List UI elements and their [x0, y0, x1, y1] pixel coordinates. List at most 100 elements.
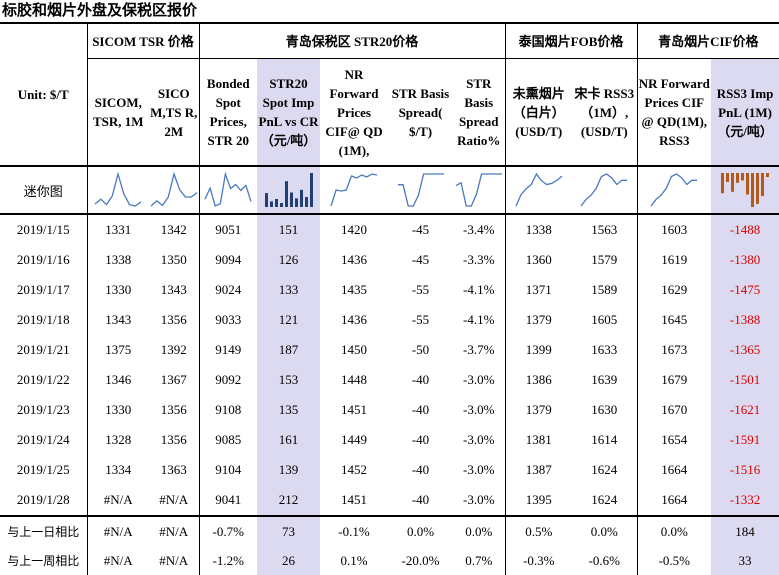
- table-row: 2019/1/28 #N/A #N/A 9041 212 1451 -40 -3.0% 1395…: [0, 485, 779, 516]
- table-row: 2019/1/17 1330 1343 9024 133 1435 -55 -4.1% 1371…: [0, 275, 779, 305]
- table-cell: 1343: [160, 282, 187, 297]
- table-cell: 1633: [591, 342, 618, 357]
- table-cell: -4.1%: [463, 312, 495, 327]
- sparkline-bar: [294, 198, 298, 207]
- group-header-thai-fob: 泰国烟片FOB价格: [504, 22, 638, 59]
- table-cell: 1356: [160, 432, 187, 447]
- table-cell: -4.1%: [463, 282, 495, 297]
- sparkline: [572, 165, 638, 214]
- table-cell: 153: [257, 365, 320, 395]
- table-cell: 0.0%: [453, 515, 506, 546]
- table-cell: -1388: [711, 305, 779, 335]
- table-cell: 1387: [504, 455, 573, 485]
- table-cell: 0.0%: [572, 515, 638, 546]
- date-cell: 2019/1/18: [16, 312, 70, 327]
- table-cell: 1328: [86, 425, 149, 455]
- table-cell: 1392: [160, 342, 187, 357]
- table-cell: 1436: [341, 312, 367, 327]
- group-header-sicom: SICOM TSR 价格: [86, 22, 199, 59]
- table-cell: #N/A: [149, 515, 199, 546]
- table-cell: 1624: [591, 462, 618, 477]
- sparkline: [320, 165, 388, 214]
- table-cell: -20.0%: [401, 552, 440, 568]
- table-cell: 1670: [636, 395, 712, 425]
- table-cell: 1363: [160, 462, 187, 477]
- table-cell: 1589: [591, 282, 618, 297]
- comparison-label: 与上一日相比: [0, 515, 87, 546]
- sparkline-bar: [756, 173, 760, 204]
- table-cell: 0.0%: [388, 515, 453, 546]
- table-cell: 1356: [160, 402, 187, 417]
- table-cell: -0.1%: [320, 515, 388, 546]
- table-cell: 1579: [591, 252, 618, 267]
- table-cell: -1475: [711, 275, 779, 305]
- table-cell: 1331: [86, 213, 149, 245]
- sparkline-bar: [274, 199, 278, 207]
- date-cell: 2019/1/25: [16, 462, 70, 477]
- sparkline-line: [330, 173, 378, 207]
- table-cell: 1420: [320, 213, 388, 245]
- table-cell: 1679: [636, 365, 712, 395]
- sparkline-bar: [304, 197, 308, 207]
- table-cell: 9033: [198, 305, 257, 335]
- sparkline: [257, 165, 320, 214]
- sparkline-bar: [309, 173, 313, 207]
- sparkline-line: [204, 171, 252, 207]
- table-cell: -1365: [711, 335, 779, 365]
- table-cell: 1435: [341, 282, 367, 297]
- table-cell: -1488: [711, 213, 779, 245]
- sparkline-bar: [731, 173, 735, 192]
- table-cell: 133: [257, 275, 320, 305]
- table-cell: 1654: [636, 425, 712, 455]
- table-row: 2019/1/25 1334 1363 9104 139 1452 -40 -3.0% 1387…: [0, 455, 779, 485]
- table-row: 2019/1/21 1375 1392 9149 187 1450 -50 -3.7% 1399…: [0, 335, 779, 365]
- table-cell: -1501: [711, 365, 779, 395]
- sparkline-bar: [299, 189, 303, 207]
- sparkline-line: [580, 173, 628, 207]
- table-cell: 1343: [86, 305, 149, 335]
- table-cell: 1603: [636, 213, 712, 245]
- table-cell: -40: [411, 492, 430, 507]
- table-cell: -3.4%: [453, 213, 506, 245]
- table-cell: -40: [411, 462, 430, 477]
- col-header: STR20 Spot Imp PnL vs CR（元/吨）: [257, 58, 320, 166]
- table-cell: -1591: [711, 425, 779, 455]
- table-cell: 1330: [86, 275, 149, 305]
- comparison-row: 与上一日相比 #N/A #N/A -0.7% 73 -0.1% 0.0% 0.0% 0.5% 0.…: [0, 515, 779, 546]
- table-cell: -1.2%: [198, 546, 257, 575]
- date-cell: 2019/1/28: [16, 492, 70, 507]
- table-cell: -55: [411, 282, 430, 297]
- table-cell: -0.7%: [198, 515, 257, 546]
- table-cell: 33: [711, 546, 779, 575]
- sparkline-bar: [766, 173, 770, 177]
- sparkline: [149, 165, 199, 214]
- table-cell: 1379: [504, 395, 573, 425]
- table-cell: 121: [257, 305, 320, 335]
- table-row: 2019/1/23 1330 1356 9108 135 1451 -40 -3.0% 1379…: [0, 395, 779, 425]
- table-cell: #N/A: [86, 485, 149, 516]
- table-cell: 1451: [341, 492, 367, 507]
- table-cell: 1629: [636, 275, 712, 305]
- table-cell: 212: [257, 485, 320, 516]
- table-cell: -45: [388, 213, 453, 245]
- table-cell: 1360: [504, 245, 573, 275]
- table-cell: -3.0%: [463, 402, 495, 417]
- table-row: 2019/1/18 1343 1356 9033 121 1436 -55 -4.1% 1379…: [0, 305, 779, 335]
- sparkline-bar: [741, 173, 745, 181]
- table-cell: 1338: [504, 213, 573, 245]
- sparkline-bar: [746, 173, 750, 195]
- sparkline-bar: [284, 181, 288, 207]
- sparkline-bar: [721, 173, 725, 194]
- date-cell: 2019/1/15: [0, 213, 87, 245]
- table-cell: 0.5%: [504, 515, 573, 546]
- table-cell: -1332: [711, 485, 779, 516]
- table-cell: 1379: [504, 305, 573, 335]
- table-cell: -40: [411, 372, 430, 387]
- table-cell: 161: [257, 425, 320, 455]
- sparkline-bar: [761, 173, 765, 197]
- table-cell: -1380: [711, 245, 779, 275]
- table-cell: -50: [411, 342, 430, 357]
- sparkline: [636, 165, 712, 214]
- sparkline-line: [150, 171, 198, 207]
- table-cell: 1346: [86, 365, 149, 395]
